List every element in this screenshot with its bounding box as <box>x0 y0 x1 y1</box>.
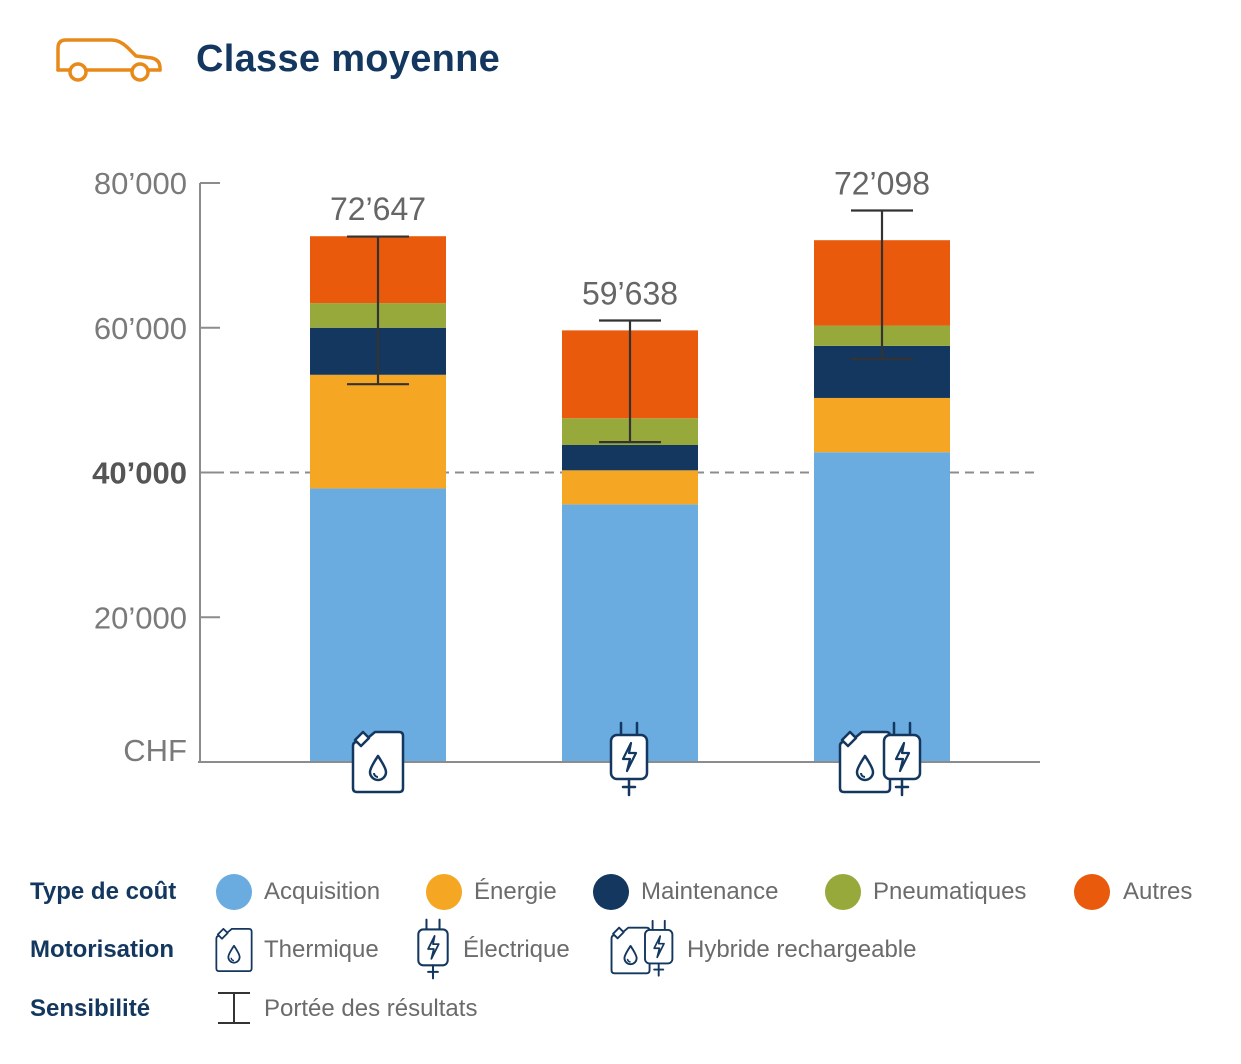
bar-segment-0-0 <box>310 488 446 762</box>
bar-segment-1-0 <box>310 374 446 489</box>
plug-icon <box>417 918 449 980</box>
legend-item-range: Portée des résultats <box>264 995 478 1022</box>
bar-segment-2-1 <box>562 444 698 471</box>
range-bar-icon <box>218 992 250 1024</box>
legend-dot-autres <box>1074 874 1110 910</box>
total-label-2: 72’098 <box>834 166 930 202</box>
category-icon-electrique <box>609 721 649 797</box>
legend-item-maintenance: Maintenance <box>641 878 779 905</box>
bars-group <box>310 236 950 762</box>
range-bar-1 <box>599 319 661 444</box>
legend-item-thermique: Thermique <box>264 936 379 963</box>
y-tick-label-2: 60’000 <box>94 311 187 346</box>
stacked-bar-chart: 20’000 40’000 60’000 80’000 CHF 72’647 59’638… <box>92 166 1040 797</box>
legend-cost-type-heading: Type de coût <box>30 878 177 905</box>
legend-item-autres: Autres <box>1123 878 1193 905</box>
total-label-1: 59’638 <box>582 276 678 312</box>
category-icon-hybride <box>838 721 922 797</box>
category-icon-thermique <box>351 730 405 794</box>
legend-item-energie: Énergie <box>474 878 557 905</box>
range-bar-2 <box>851 209 913 360</box>
total-label-0: 72’647 <box>330 191 426 227</box>
legend-item-acquisition: Acquisition <box>264 878 381 905</box>
y-tick-label-3: 80’000 <box>94 166 187 201</box>
bar-segment-1-2 <box>814 397 950 453</box>
legend-sensitivity-heading: Sensibilité <box>30 995 151 1022</box>
legend-item-electrique: Électrique <box>463 936 570 963</box>
jerrycan-icon <box>215 927 253 973</box>
legend-dot-acquisition <box>216 874 252 910</box>
legend-dot-energie <box>426 874 462 910</box>
legend-dot-pneumatiques <box>825 874 861 910</box>
bar-segment-1-1 <box>562 470 698 505</box>
legend-motorisation-heading: Motorisation <box>30 936 174 963</box>
legend-item-hybride: Hybride rechargeable <box>687 936 917 963</box>
legend-dot-maintenance <box>593 874 629 910</box>
bar-segment-0-1 <box>562 504 698 762</box>
error-bars-group <box>347 209 913 444</box>
chart-title: Classe moyenne <box>196 38 501 80</box>
car-icon <box>56 38 162 82</box>
bar-segment-0-2 <box>814 452 950 762</box>
y-axis-unit-label: CHF <box>123 733 187 768</box>
y-tick-label-0: 20’000 <box>94 600 187 635</box>
legend-item-pneumatiques: Pneumatiques <box>873 878 1027 905</box>
y-tick-label-1: 40’000 <box>92 456 187 491</box>
total-labels-group: 72’647 59’638 72’098 <box>330 166 930 312</box>
y-axis: 20’000 40’000 60’000 80’000 CHF <box>92 166 1040 768</box>
hybrid-icon <box>610 919 674 977</box>
range-bar-0 <box>347 235 409 386</box>
